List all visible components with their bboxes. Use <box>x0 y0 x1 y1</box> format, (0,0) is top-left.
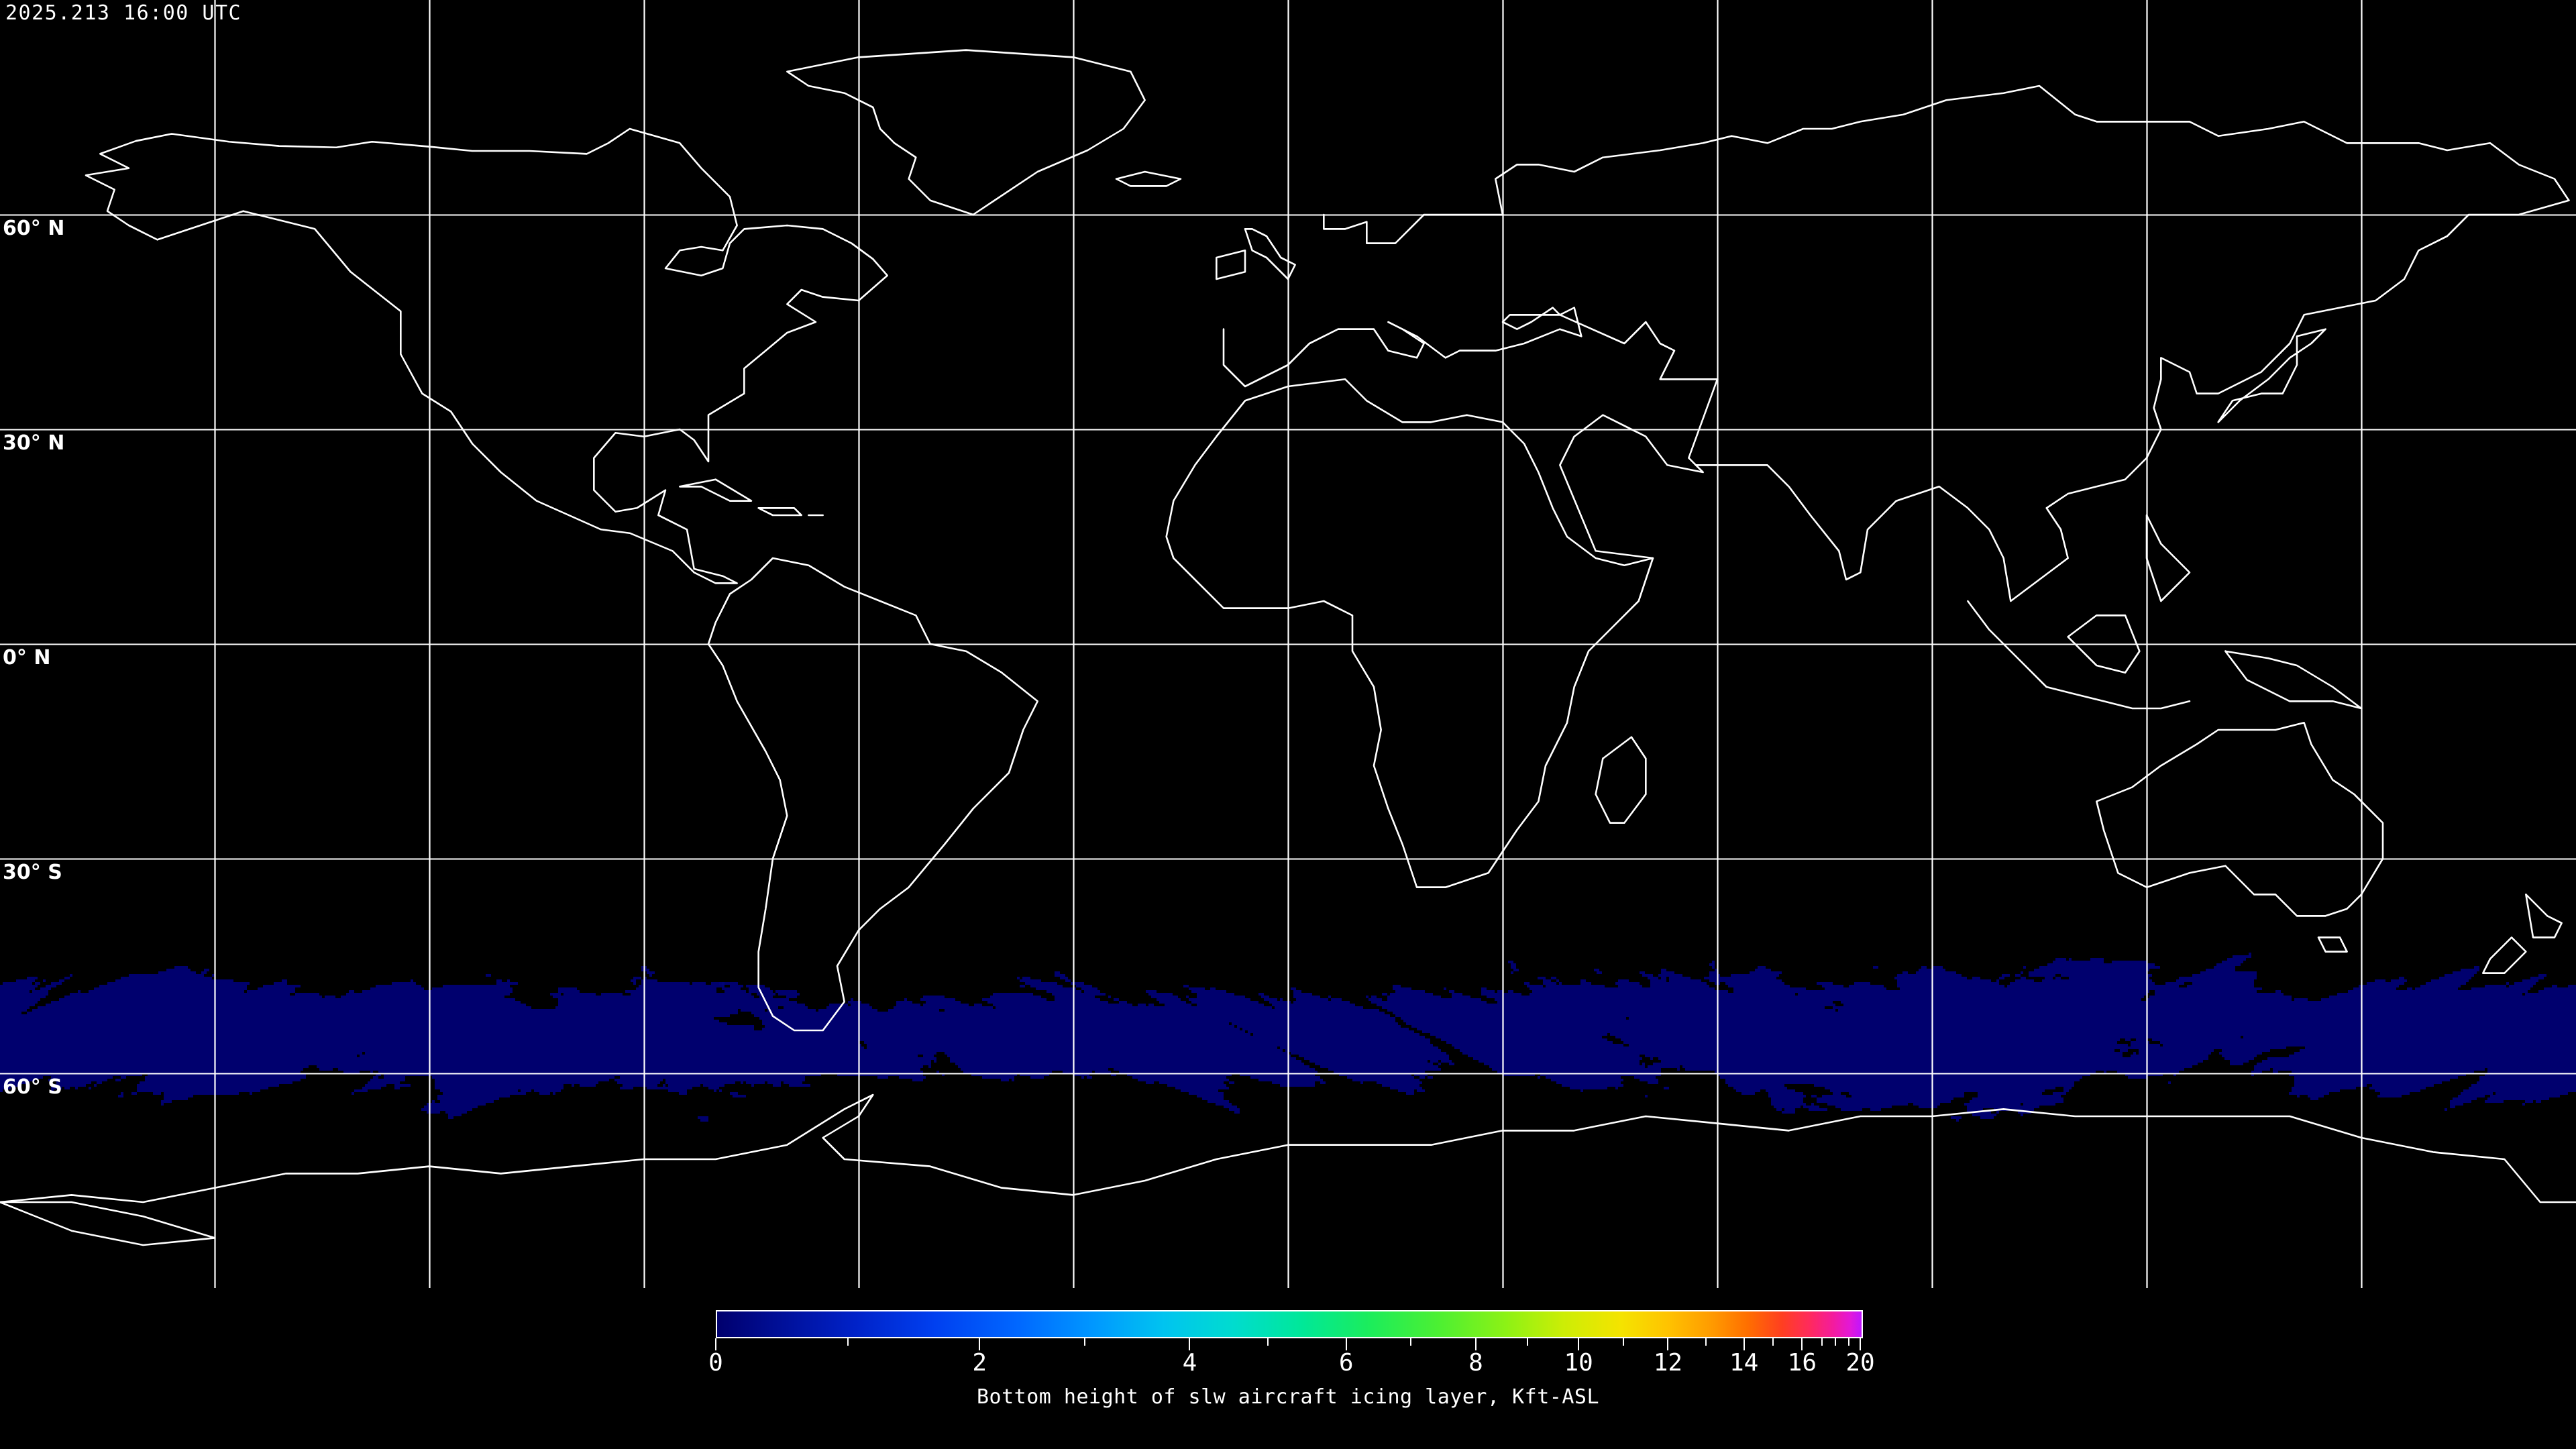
colorbar-tick-12 <box>1667 1338 1669 1350</box>
lat-label-0n: 0° N <box>3 646 51 669</box>
colorbar-tick-8 <box>1474 1338 1477 1350</box>
colorbar-tick-4 <box>1189 1338 1191 1350</box>
colorbar-tick-15 <box>1772 1338 1774 1346</box>
colorbar-label-10: 10 <box>1564 1349 1593 1377</box>
colorbar-label-4: 4 <box>1182 1349 1197 1377</box>
colorbar-label-14: 14 <box>1729 1349 1759 1377</box>
lat-label-60n: 60° N <box>3 217 65 240</box>
colorbar-tick-6 <box>1345 1338 1347 1350</box>
timestamp-label: 2025.213 16:00 UTC <box>5 1 242 25</box>
colorbar-tick-13 <box>1705 1338 1707 1346</box>
colorbar-tick-16 <box>1801 1338 1803 1350</box>
colorbar-tick-20 <box>1860 1338 1861 1350</box>
colorbar-tick-labels: 0 2 4 6 8 10 12 14 16 20 <box>708 1349 1875 1380</box>
colorbar-tick-1 <box>847 1338 849 1346</box>
colorbar-tick-18 <box>1835 1338 1837 1346</box>
colorbar-tick-10 <box>1578 1338 1580 1350</box>
colorbar-tick-0 <box>715 1338 716 1350</box>
colorbar-tick-17 <box>1821 1338 1823 1346</box>
colorbar-group: 0 2 4 6 8 10 12 14 16 20 Bottom height of slw air… <box>708 1310 1875 1409</box>
colorbar-label-16: 16 <box>1787 1349 1817 1377</box>
colorbar-tick-11 <box>1622 1338 1624 1346</box>
colorbar-label-12: 12 <box>1653 1349 1683 1377</box>
colorbar-caption: Bottom height of slw aircraft icing laye… <box>976 1385 1600 1409</box>
colorbar-tick-14 <box>1743 1338 1745 1350</box>
colorbar-gradient <box>717 1311 1862 1337</box>
colorbar[interactable] <box>716 1310 1863 1338</box>
colorbar-ticks <box>715 1338 1861 1352</box>
colorbar-label-2: 2 <box>972 1349 987 1377</box>
colorbar-label-6: 6 <box>1338 1349 1354 1377</box>
global-map[interactable] <box>0 0 2576 1288</box>
colorbar-tick-2 <box>979 1338 981 1350</box>
colorbar-tick-19 <box>1848 1338 1850 1346</box>
colorbar-label-0: 0 <box>708 1349 723 1377</box>
lat-label-60s: 60° S <box>3 1075 62 1099</box>
colorbar-label-20: 20 <box>1845 1349 1875 1377</box>
colorbar-tick-7 <box>1410 1338 1412 1346</box>
lat-label-30s: 30° S <box>3 861 62 884</box>
lat-label-30n: 30° N <box>3 431 65 455</box>
colorbar-tick-5 <box>1267 1338 1269 1346</box>
coastline-graticule-layer <box>0 0 2576 1288</box>
colorbar-tick-9 <box>1526 1338 1528 1346</box>
colorbar-tick-3 <box>1083 1338 1085 1346</box>
colorbar-label-8: 8 <box>1468 1349 1483 1377</box>
